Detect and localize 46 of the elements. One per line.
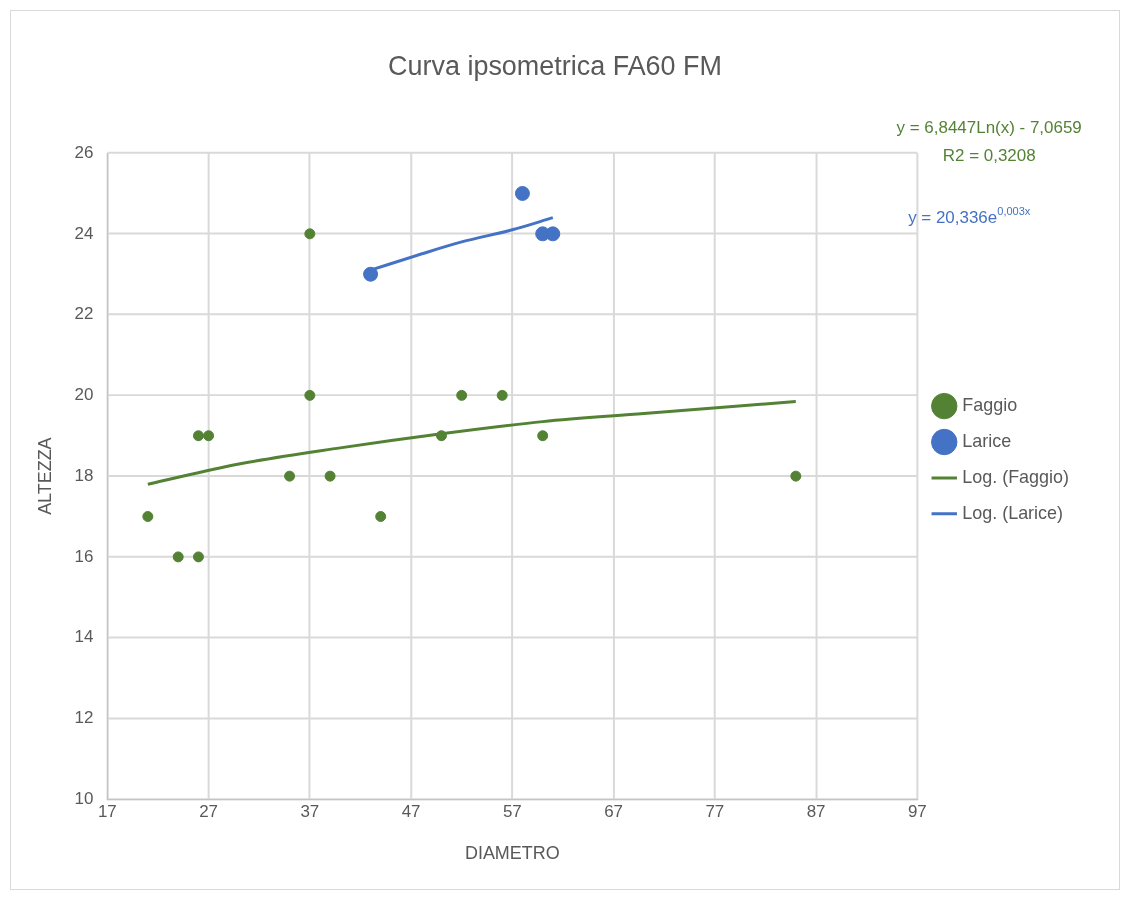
- y-tick-label: 14: [74, 627, 94, 647]
- y-axis-title: ALTEZZA: [34, 437, 55, 515]
- x-tick-label: 37: [300, 802, 320, 822]
- y-tick-label: 18: [74, 465, 94, 485]
- point: [284, 470, 296, 482]
- point: [304, 389, 316, 401]
- x-tick-label: 67: [604, 802, 623, 822]
- line-series: [146, 399, 798, 486]
- x-tick-label: 17: [97, 802, 117, 822]
- y-tick-label: 26: [74, 142, 94, 162]
- text: R2 = 0,3208: [942, 146, 1036, 166]
- legend-label: Faggio: [962, 395, 1018, 416]
- legend-label: Log. (Faggio): [962, 466, 1070, 487]
- chart-title: Curva ipsometrica FA60 FM: [388, 50, 722, 81]
- point: [537, 430, 549, 442]
- text: y = 6,8447Ln(x) - 7,0659: [896, 118, 1082, 138]
- y-tick-label: 24: [74, 223, 94, 243]
- x-tick-label: 77: [705, 802, 725, 822]
- x-tick-label: 27: [199, 802, 219, 822]
- point: [375, 511, 387, 523]
- point: [192, 551, 204, 563]
- point: [192, 430, 204, 442]
- y-tick-label: 16: [74, 546, 94, 566]
- point: [172, 551, 184, 563]
- y-tick-label: 22: [74, 304, 94, 324]
- point: [142, 511, 154, 523]
- point: [514, 185, 530, 201]
- point: [324, 470, 336, 482]
- point: [363, 266, 379, 282]
- x-tick-label: 47: [401, 802, 421, 822]
- point: [790, 470, 802, 482]
- x-tick-label: 97: [907, 802, 927, 822]
- x-tick-label: 57: [502, 802, 522, 822]
- point: [435, 430, 447, 442]
- x-tick-label: 87: [806, 802, 826, 822]
- legend-label: Larice: [962, 430, 1012, 451]
- x-axis-title: DIAMETRO: [464, 843, 560, 864]
- point: [496, 389, 508, 401]
- point: [304, 228, 316, 240]
- legend-label: Log. (Larice): [962, 502, 1064, 523]
- point: [456, 389, 468, 401]
- point: [545, 226, 561, 242]
- y-tick-label: 10: [74, 788, 94, 808]
- point: [203, 430, 215, 442]
- y-tick-label: 20: [74, 385, 94, 405]
- y-tick-label: 12: [74, 708, 94, 728]
